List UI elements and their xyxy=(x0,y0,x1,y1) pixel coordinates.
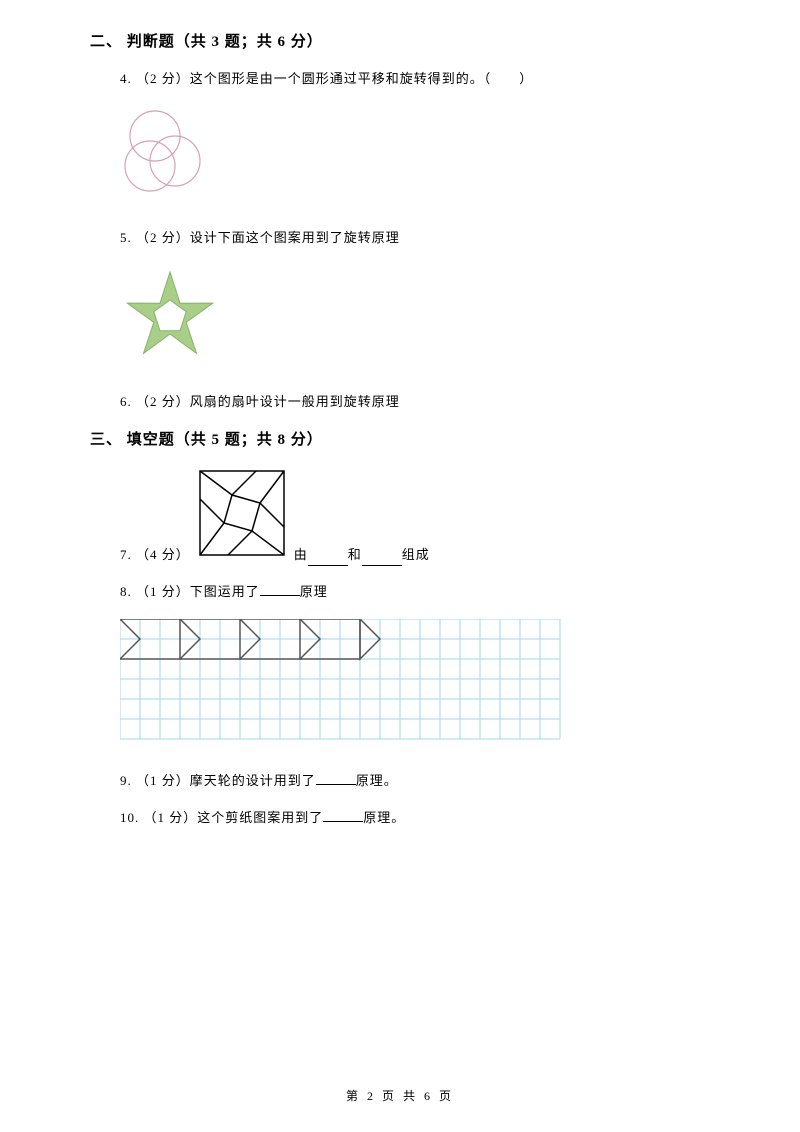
section-2-title: 二、 判断题（共 3 题；共 6 分） xyxy=(90,30,710,51)
footer-page: 2 xyxy=(367,1089,376,1103)
q7-mid1: 由 xyxy=(294,545,308,566)
question-9: 9. （1 分）摩天轮的设计用到了 原理。 xyxy=(120,771,710,792)
section-3-title: 三、 填空题（共 5 题；共 8 分） xyxy=(90,428,710,449)
footer-prefix: 第 xyxy=(346,1089,367,1103)
q8-blank[interactable] xyxy=(260,582,300,596)
q7-mid2: 和 xyxy=(348,545,362,566)
star-svg xyxy=(120,265,220,365)
question-6-text: 6. （2 分）风扇的扇叶设计一般用到旋转原理 xyxy=(120,392,710,413)
q10-blank[interactable] xyxy=(323,808,363,822)
q10-suffix: 原理。 xyxy=(363,810,405,825)
q10-prefix: 10. （1 分）这个剪纸图案用到了 xyxy=(120,810,323,825)
question-7: 7. （4 分） 由 和 组成 xyxy=(120,467,710,566)
q7-blank-1[interactable] xyxy=(308,552,348,566)
question-10: 10. （1 分）这个剪纸图案用到了 原理。 xyxy=(120,808,710,829)
q8-text: 8. （1 分）下图运用了 xyxy=(120,584,260,599)
question-8-figure xyxy=(120,619,710,749)
footer-total: 6 xyxy=(424,1089,433,1103)
footer-mid: 页 共 xyxy=(376,1089,424,1103)
q7-figure xyxy=(196,467,288,566)
q7-prefix: 7. （4 分） xyxy=(120,545,190,566)
q9-prefix: 9. （1 分）摩天轮的设计用到了 xyxy=(120,773,316,788)
q7-blank-2[interactable] xyxy=(362,552,402,566)
q8-suffix: 原理 xyxy=(300,584,328,599)
pinwheel-svg xyxy=(196,467,288,559)
three-circles-svg xyxy=(120,106,220,201)
q9-suffix: 原理。 xyxy=(356,773,398,788)
question-5-text: 5. （2 分）设计下面这个图案用到了旋转原理 xyxy=(120,228,710,249)
q9-blank[interactable] xyxy=(316,771,356,785)
question-4-text: 4. （2 分）这个图形是由一个圆形通过平移和旋转得到的。（ ） xyxy=(120,69,710,90)
footer-suffix: 页 xyxy=(433,1089,454,1103)
question-4-figure xyxy=(120,106,710,206)
grid-flags-svg xyxy=(120,619,565,744)
question-5-figure xyxy=(120,265,710,370)
page-footer: 第 2 页 共 6 页 xyxy=(0,1087,800,1104)
question-8: 8. （1 分）下图运用了 原理 xyxy=(120,582,710,603)
q7-suffix: 组成 xyxy=(402,545,430,566)
